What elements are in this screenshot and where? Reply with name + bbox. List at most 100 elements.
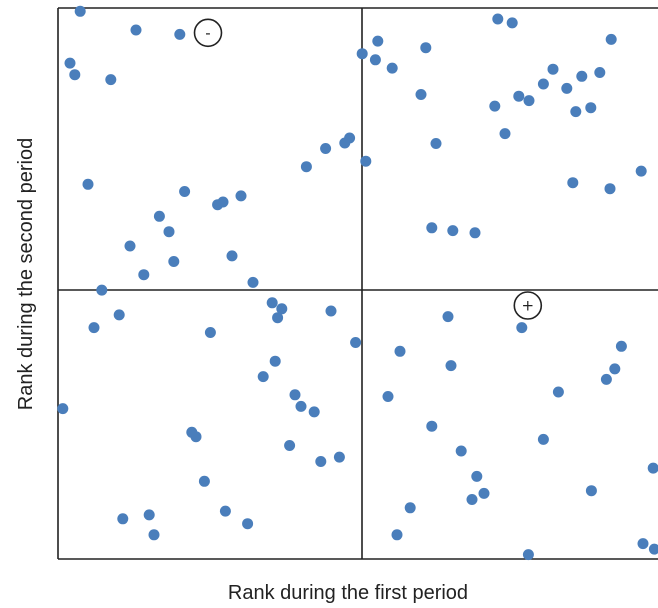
data-point bbox=[447, 225, 459, 237]
data-point bbox=[74, 5, 86, 17]
data-point bbox=[204, 327, 216, 338]
data-point bbox=[369, 54, 381, 66]
data-point bbox=[242, 518, 254, 530]
data-point bbox=[552, 386, 564, 398]
data-point bbox=[105, 74, 117, 86]
data-point bbox=[499, 128, 511, 140]
quadrant-labels: -+ bbox=[193, 18, 543, 320]
data-point bbox=[471, 470, 483, 482]
data-point bbox=[257, 371, 269, 383]
data-point bbox=[138, 269, 150, 281]
quadrant-marker-text: - bbox=[205, 24, 210, 42]
data-point bbox=[466, 494, 478, 505]
data-point bbox=[445, 360, 457, 372]
data-point bbox=[647, 462, 658, 474]
data-point bbox=[605, 33, 617, 45]
data-point bbox=[190, 431, 202, 443]
data-point bbox=[567, 177, 579, 189]
data-point bbox=[442, 311, 454, 323]
data-point bbox=[615, 340, 627, 352]
data-point bbox=[143, 509, 155, 521]
data-point bbox=[96, 284, 108, 296]
data-point bbox=[247, 276, 259, 288]
data-point bbox=[426, 222, 438, 234]
data-point bbox=[478, 487, 490, 499]
data-point bbox=[276, 303, 288, 315]
data-point bbox=[88, 322, 100, 334]
y-axis-label: Rank during the second period bbox=[15, 138, 37, 410]
negative-quadrant-marker: - bbox=[193, 18, 223, 48]
data-point bbox=[320, 143, 332, 154]
data-point bbox=[269, 355, 281, 367]
quadrant-marker-circle bbox=[193, 18, 223, 48]
data-point bbox=[82, 178, 94, 190]
data-point bbox=[69, 69, 81, 81]
data-point bbox=[391, 529, 403, 541]
data-point bbox=[350, 337, 362, 348]
data-point bbox=[163, 226, 175, 238]
data-point bbox=[272, 312, 284, 324]
data-point bbox=[516, 322, 528, 334]
data-point bbox=[153, 210, 165, 222]
data-point bbox=[174, 28, 186, 40]
data-point bbox=[57, 403, 69, 415]
data-point bbox=[64, 57, 76, 69]
data-point bbox=[469, 227, 481, 239]
data-point bbox=[325, 305, 337, 317]
data-point bbox=[506, 17, 518, 29]
data-point bbox=[333, 451, 345, 463]
data-point bbox=[609, 363, 621, 375]
data-point bbox=[576, 70, 588, 82]
data-point bbox=[430, 138, 442, 149]
data-point bbox=[537, 78, 549, 90]
data-point bbox=[489, 100, 501, 112]
data-point bbox=[637, 538, 649, 550]
data-point bbox=[561, 82, 573, 94]
data-point bbox=[648, 543, 658, 555]
data-point bbox=[289, 389, 301, 401]
quadrant-marker-circle bbox=[513, 291, 543, 320]
data-point bbox=[266, 297, 278, 309]
data-point bbox=[635, 165, 647, 177]
data-point bbox=[600, 373, 612, 385]
data-point bbox=[113, 309, 125, 321]
data-point bbox=[179, 186, 191, 197]
data-point bbox=[360, 155, 372, 167]
data-point bbox=[198, 475, 210, 487]
data-point bbox=[356, 48, 368, 60]
data-point bbox=[585, 485, 597, 497]
data-point bbox=[455, 445, 467, 457]
data-point bbox=[235, 190, 247, 202]
data-point bbox=[382, 391, 394, 402]
data-point bbox=[426, 420, 438, 432]
data-point bbox=[415, 89, 427, 100]
data-point bbox=[130, 24, 142, 36]
data-point bbox=[344, 132, 356, 144]
data-point bbox=[226, 250, 238, 262]
data-point bbox=[219, 505, 231, 517]
data-point bbox=[585, 102, 597, 114]
data-point bbox=[547, 63, 559, 75]
data-point bbox=[537, 433, 549, 445]
data-point bbox=[604, 183, 616, 195]
data-point bbox=[168, 256, 180, 267]
data-point bbox=[284, 440, 296, 451]
data-point bbox=[420, 42, 432, 54]
data-point bbox=[295, 400, 307, 412]
data-point bbox=[315, 456, 327, 467]
data-point bbox=[117, 513, 129, 525]
data-point bbox=[394, 345, 406, 357]
data-point bbox=[594, 67, 606, 78]
data-point bbox=[308, 406, 320, 418]
data-point bbox=[217, 196, 229, 208]
data-point bbox=[404, 502, 416, 514]
positive-quadrant-marker: + bbox=[513, 291, 543, 320]
x-axis-label: Rank during the first period bbox=[228, 582, 468, 604]
data-point bbox=[372, 35, 384, 47]
plot-frame bbox=[57, 7, 658, 560]
data-point bbox=[570, 106, 582, 118]
data-point bbox=[124, 240, 136, 252]
data-point bbox=[492, 13, 504, 25]
data-point bbox=[513, 90, 525, 102]
